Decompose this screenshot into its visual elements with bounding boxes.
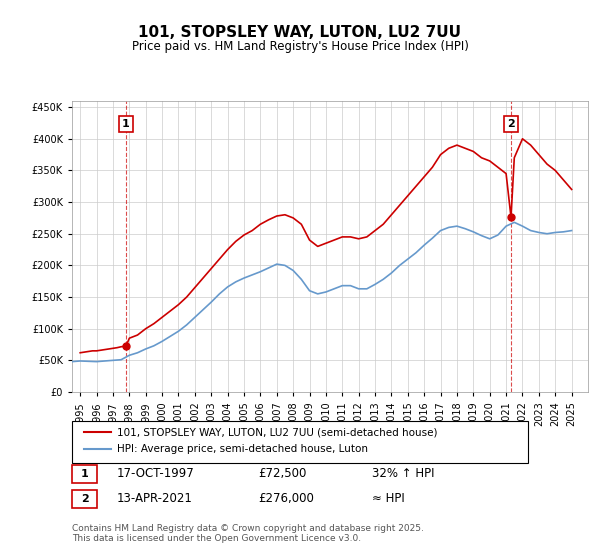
Text: £72,500: £72,500 [258, 467, 307, 480]
Text: 1: 1 [81, 469, 88, 479]
Text: 2: 2 [507, 119, 515, 129]
Text: Contains HM Land Registry data © Crown copyright and database right 2025.
This d: Contains HM Land Registry data © Crown c… [72, 524, 424, 543]
Text: 32% ↑ HPI: 32% ↑ HPI [372, 467, 434, 480]
Text: £276,000: £276,000 [258, 492, 314, 506]
Text: Price paid vs. HM Land Registry's House Price Index (HPI): Price paid vs. HM Land Registry's House … [131, 40, 469, 53]
Text: ≈ HPI: ≈ HPI [372, 492, 405, 506]
Text: 101, STOPSLEY WAY, LUTON, LU2 7UU (semi-detached house): 101, STOPSLEY WAY, LUTON, LU2 7UU (semi-… [117, 427, 437, 437]
Text: 17-OCT-1997: 17-OCT-1997 [117, 467, 195, 480]
Text: HPI: Average price, semi-detached house, Luton: HPI: Average price, semi-detached house,… [117, 444, 368, 454]
Text: 1: 1 [122, 119, 130, 129]
Text: 13-APR-2021: 13-APR-2021 [117, 492, 193, 506]
Text: 101, STOPSLEY WAY, LUTON, LU2 7UU: 101, STOPSLEY WAY, LUTON, LU2 7UU [139, 25, 461, 40]
Text: 2: 2 [81, 494, 88, 504]
